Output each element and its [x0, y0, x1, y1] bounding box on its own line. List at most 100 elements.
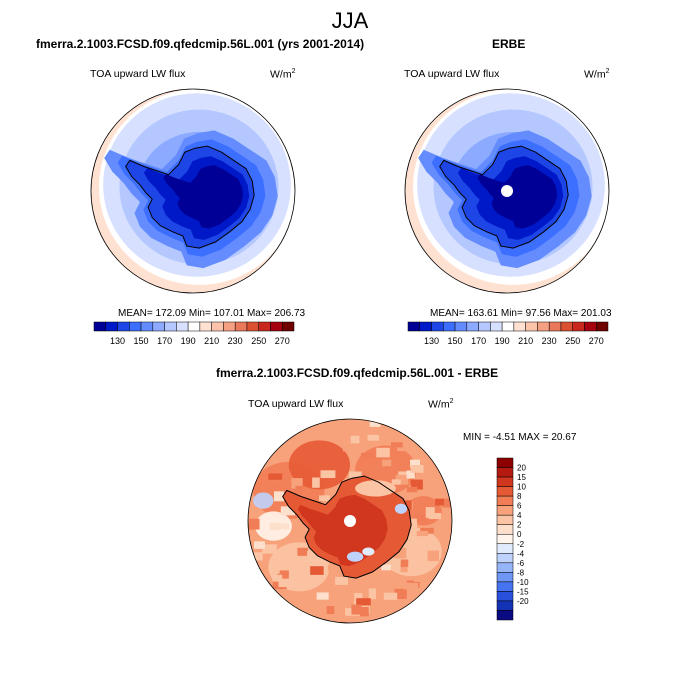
colorbar-tick-label: 130: [424, 336, 439, 346]
colorbar-box: [496, 553, 514, 564]
colorbar-box: [407, 321, 421, 332]
colorbar-box: [478, 321, 491, 332]
map-cell: [367, 434, 380, 441]
colorbar-box: [176, 321, 189, 332]
map-cell: [360, 606, 369, 617]
map-cell: [403, 582, 419, 590]
map-cell: [354, 592, 363, 603]
colorbar-tick-label: 190: [181, 336, 196, 346]
map-cell: [316, 592, 329, 600]
map-cell: [280, 506, 295, 516]
colorbar-tick-label: 230: [542, 336, 557, 346]
map-cell: [345, 608, 358, 616]
colorbar-tick-label: 6: [517, 502, 522, 511]
colorbar-tick-label: 8: [517, 492, 522, 501]
panel3-stats: MIN = -4.51 MAX = 20.67: [463, 432, 577, 443]
colorbar-box: [496, 486, 514, 497]
map-cell: [406, 486, 418, 493]
panel1-stats: MEAN= 172.09 Min= 107.01 Max= 206.73: [118, 308, 306, 319]
panel3-title: fmerra.2.1003.FCSD.f09.qfedcmip.56L.001 …: [216, 366, 499, 380]
colorbar-box: [496, 514, 514, 525]
colorbar-box: [496, 495, 514, 506]
map-cell: [425, 507, 435, 518]
colorbar-box: [281, 321, 295, 332]
colorbar-tick-label: -10: [517, 578, 529, 587]
colorbar-box: [513, 321, 526, 332]
map-cell: [376, 447, 390, 458]
pole-hole: [344, 515, 356, 527]
colorbar-box: [129, 321, 142, 332]
map-cell: [269, 522, 279, 531]
map-cell: [427, 550, 439, 562]
map-cell: [400, 562, 408, 573]
map-cell: [410, 479, 423, 490]
figure-title: JJA: [331, 8, 369, 33]
colorbar-box: [548, 321, 562, 332]
map-patch: [362, 547, 375, 556]
map-cell: [428, 513, 442, 520]
map-patch: [253, 492, 274, 509]
colorbar-box: [466, 321, 479, 332]
colorbar-tick-label: 2: [517, 521, 522, 530]
map-cell: [383, 592, 398, 600]
colorbar-box: [496, 524, 514, 535]
map-cell: [345, 582, 356, 588]
map-cell: [382, 459, 392, 467]
colorbar-box: [93, 321, 107, 332]
colorbar-box: [496, 476, 514, 487]
map-cell: [397, 445, 412, 452]
colorbar-tick-label: 10: [517, 483, 526, 492]
colorbar-tick-label: 210: [518, 336, 533, 346]
panel2-stats: MEAN= 163.61 Min= 97.56 Max= 201.03: [430, 308, 612, 319]
colorbar-tick-label: 170: [471, 336, 486, 346]
map-cell: [391, 479, 401, 485]
colorbar-box: [501, 321, 515, 332]
map-cell: [327, 564, 340, 572]
colorbar-box: [496, 562, 514, 573]
panel2-polar-map: [404, 88, 610, 294]
colorbar-tick-label: -6: [517, 559, 525, 568]
map-cell: [361, 452, 375, 459]
map-patch: [346, 551, 364, 562]
map-cell: [400, 559, 409, 567]
map-cell: [369, 419, 381, 427]
map-cell: [342, 444, 355, 452]
colorbar-box: [496, 457, 514, 468]
colorbar-box: [223, 321, 236, 332]
map-cell: [394, 588, 407, 599]
map-cell: [315, 556, 330, 563]
panel1-units-label: W/m2: [270, 68, 296, 81]
map-band: [163, 165, 244, 229]
pole-hole: [501, 185, 513, 197]
colorbar-box: [496, 543, 514, 554]
colorbar-box: [258, 321, 271, 332]
colorbar-box: [496, 533, 514, 545]
colorbar-box: [525, 321, 538, 332]
colorbar-tick-label: 170: [157, 336, 172, 346]
map-patch: [355, 480, 396, 497]
map-cell: [291, 478, 303, 489]
map-cell: [435, 498, 444, 506]
map-band: [477, 165, 558, 229]
panel2-variable-label: TOA upward LW flux: [404, 68, 500, 80]
colorbar-tick-label: 230: [228, 336, 243, 346]
map-cell: [414, 513, 427, 522]
map-cell: [297, 547, 309, 556]
colorbar-box: [496, 467, 514, 478]
panel3-polar-map: [247, 418, 453, 624]
map-cell: [410, 459, 421, 468]
colorbar-box: [199, 321, 212, 332]
coastline: [282, 475, 412, 579]
colorbar-box: [496, 600, 514, 611]
colorbar-tick-label: -2: [517, 540, 525, 549]
coastline: [125, 145, 255, 249]
colorbar-tick-label: 270: [275, 336, 290, 346]
colorbar-box: [105, 321, 118, 332]
map-cell: [326, 606, 335, 615]
map-cell: [278, 578, 292, 588]
map-cell: [252, 552, 263, 561]
map-cell: [432, 487, 440, 494]
colorbar-tick-label: -8: [517, 568, 525, 577]
map-cell: [393, 547, 407, 559]
